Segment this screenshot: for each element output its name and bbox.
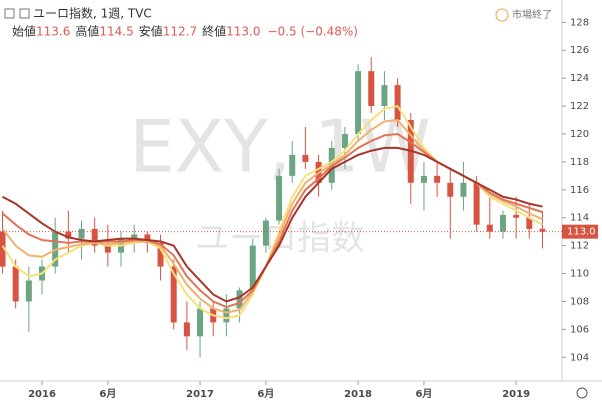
- y-tick-label: 114: [570, 213, 589, 224]
- candle-body: [91, 228, 98, 246]
- y-tick-label: 120: [570, 129, 589, 140]
- candle-body: [341, 133, 348, 148]
- candle-body: [131, 234, 138, 239]
- candle-body: [539, 228, 546, 232]
- candle-body: [0, 231, 6, 267]
- candle-body: [183, 322, 190, 337]
- candle-body: [78, 228, 85, 239]
- candle-body: [473, 182, 480, 225]
- candle-body: [420, 175, 427, 183]
- y-tick-label: 112: [570, 241, 589, 252]
- market-status: 市場終了: [512, 8, 552, 21]
- y-tick-label: 124: [570, 73, 589, 84]
- x-tick-label: 6月: [257, 388, 274, 400]
- candle-body: [513, 214, 520, 218]
- candle-body: [486, 224, 493, 232]
- y-tick-label: 110: [570, 269, 589, 280]
- candle-body: [355, 71, 362, 134]
- settings-icon[interactable]: [19, 8, 30, 19]
- change: −0.5 (−0.48%): [268, 25, 359, 39]
- x-tick-label: 2019: [502, 389, 530, 400]
- ohlc-label: 高値: [75, 24, 99, 39]
- last-price-label: 113.0: [567, 227, 596, 238]
- candle-body: [302, 154, 309, 162]
- y-tick-label: 108: [570, 296, 589, 307]
- ohlc-label: 安値: [139, 24, 163, 39]
- candle-body: [157, 242, 164, 267]
- candle-body: [144, 234, 151, 243]
- y-tick-label: 106: [570, 324, 589, 335]
- candle-body: [12, 266, 19, 302]
- candle-body: [249, 245, 256, 291]
- candle-body: [25, 280, 32, 302]
- settings-gear[interactable]: [576, 387, 588, 399]
- candle-body: [460, 182, 467, 197]
- candle-body: [197, 308, 204, 337]
- x-tick-label: 6月: [99, 388, 116, 400]
- candle-body: [289, 154, 296, 176]
- status-icon: [495, 8, 509, 22]
- candle-body: [104, 245, 111, 253]
- candle-body: [394, 85, 401, 121]
- x-tick-label: 6月: [415, 388, 432, 400]
- candle-body: [262, 220, 269, 246]
- y-tick-label: 118: [570, 157, 589, 168]
- candle-body: [223, 308, 230, 323]
- ohlc-value: 112.7: [163, 25, 197, 39]
- moving-average: [2, 146, 543, 303]
- candle-body: [434, 175, 441, 183]
- candle-body: [236, 290, 243, 309]
- y-tick-label: 104: [570, 352, 589, 363]
- x-tick-label: 2016: [28, 389, 56, 400]
- ohlc-value: 113.0: [226, 25, 260, 39]
- candle-body: [381, 85, 388, 107]
- candle-body: [526, 217, 533, 229]
- x-tick-label: 2018: [344, 389, 372, 400]
- candle-body: [368, 71, 375, 107]
- x-tick-label: 2017: [186, 389, 214, 400]
- candle-body: [499, 214, 506, 232]
- candle-body: [65, 231, 72, 239]
- watermark: EXY, 1W: [129, 105, 431, 189]
- symbol: ユーロ指数, 1週, TVC: [33, 6, 152, 21]
- ohlc-label: 始値: [12, 24, 36, 39]
- y-tick-label: 128: [570, 17, 589, 28]
- last-price-tag: [562, 224, 598, 239]
- candle-body: [447, 182, 454, 197]
- y-tick-label: 122: [570, 101, 589, 112]
- ohlc-value: 114.5: [99, 25, 133, 39]
- candle-body: [276, 175, 283, 221]
- ohlc-value: 113.6: [36, 25, 70, 39]
- candle-body: [170, 266, 177, 323]
- ohlc-label: 終値: [202, 24, 226, 39]
- y-tick-label: 126: [570, 45, 589, 56]
- y-tick-label: 116: [570, 185, 589, 196]
- expand-icon[interactable]: [4, 8, 15, 19]
